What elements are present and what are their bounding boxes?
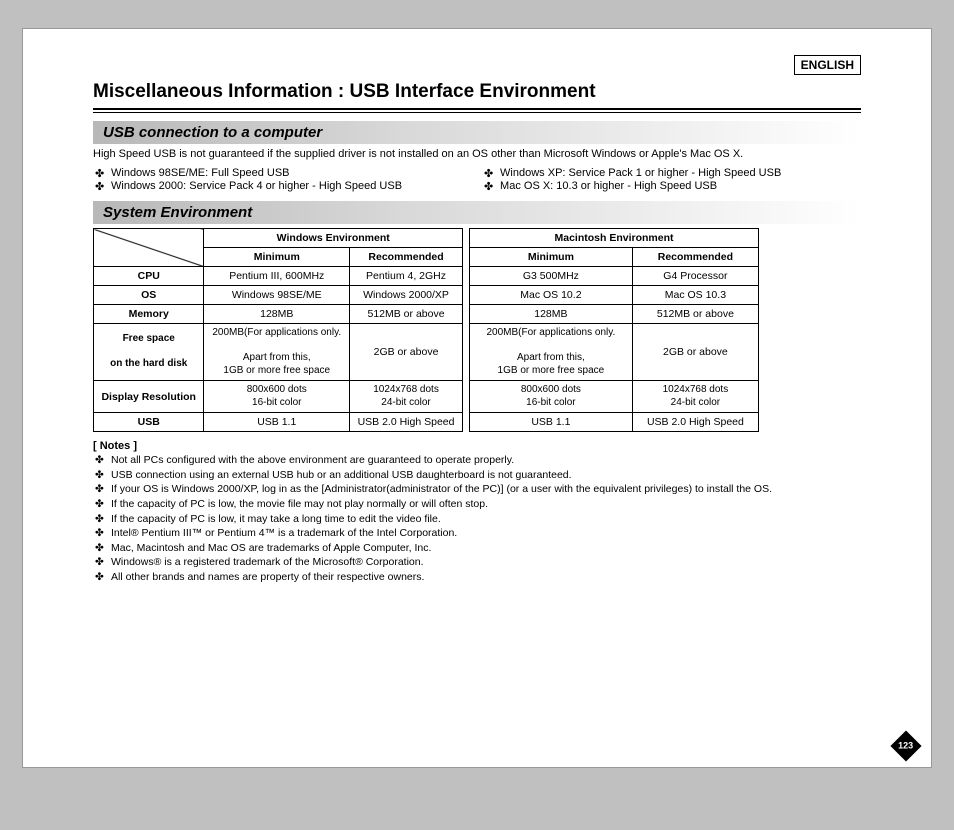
row-freespace: Free spaceon the hard disk xyxy=(94,324,204,381)
intro-text: High Speed USB is not guaranteed if the … xyxy=(93,148,861,160)
mac-env-header: Macintosh Environment xyxy=(470,229,759,248)
windows-env-table: Windows Environment Minimum Recommended … xyxy=(93,228,463,432)
cell: USB 1.1 xyxy=(204,413,350,432)
document-title: Miscellaneous Information : USB Interfac… xyxy=(93,81,861,105)
os-support-left: Windows 98SE/ME: Full Speed USB Windows … xyxy=(93,166,402,193)
notes-heading: [ Notes ] xyxy=(93,440,861,452)
page-number: 123 xyxy=(898,741,913,751)
win-env-header: Windows Environment xyxy=(204,229,463,248)
title-underline xyxy=(93,108,861,113)
cell: 2GB or above xyxy=(350,324,463,381)
note-item: If the capacity of PC is low, it may tak… xyxy=(111,513,861,527)
section-usb-connection-title: USB connection to a computer xyxy=(93,121,861,144)
page-number-badge: 123 xyxy=(890,730,921,761)
note-item: Mac, Macintosh and Mac OS are trademarks… xyxy=(111,542,861,556)
cell: Mac OS 10.3 xyxy=(632,286,758,305)
cell: 1024x768 dots24-bit color xyxy=(632,381,758,413)
cell: Pentium III, 600MHz xyxy=(204,267,350,286)
row-os: OS xyxy=(94,286,204,305)
note-item: Intel® Pentium III™ or Pentium 4™ is a t… xyxy=(111,527,861,541)
cell: 512MB or above xyxy=(632,305,758,324)
cell: USB 2.0 High Speed xyxy=(350,413,463,432)
col-minimum: Minimum xyxy=(204,248,350,267)
row-usb: USB xyxy=(94,413,204,432)
col-recommended: Recommended xyxy=(632,248,758,267)
env-tables: Windows Environment Minimum Recommended … xyxy=(93,228,861,432)
cell: G3 500MHz xyxy=(470,267,633,286)
blank-diag-cell xyxy=(94,229,204,267)
note-item: Not all PCs configured with the above en… xyxy=(111,454,861,468)
col-minimum: Minimum xyxy=(470,248,633,267)
header-row: ENGLISH xyxy=(93,55,861,75)
cell: Windows 98SE/ME xyxy=(204,286,350,305)
cell: 800x600 dots16-bit color xyxy=(470,381,633,413)
row-cpu: CPU xyxy=(94,267,204,286)
os-support-right: Windows XP: Service Pack 1 or higher - H… xyxy=(482,166,781,193)
cell: 2GB or above xyxy=(632,324,758,381)
row-display: Display Resolution xyxy=(94,381,204,413)
page-sheet: ENGLISH Miscellaneous Information : USB … xyxy=(22,28,932,768)
cell: Windows 2000/XP xyxy=(350,286,463,305)
note-item: If your OS is Windows 2000/XP, log in as… xyxy=(111,483,861,497)
note-item: All other brands and names are property … xyxy=(111,571,861,585)
language-badge: ENGLISH xyxy=(794,55,861,75)
note-item: Windows® is a registered trademark of th… xyxy=(111,556,861,570)
section-system-env-title: System Environment xyxy=(93,201,861,224)
row-memory: Memory xyxy=(94,305,204,324)
cell: G4 Processor xyxy=(632,267,758,286)
cell: 128MB xyxy=(470,305,633,324)
cell: 1024x768 dots24-bit color xyxy=(350,381,463,413)
note-item: USB connection using an external USB hub… xyxy=(111,469,861,483)
cell: 200MB(For applications only. Apart from … xyxy=(470,324,633,381)
os-support-columns: Windows 98SE/ME: Full Speed USB Windows … xyxy=(93,164,861,201)
cell: USB 1.1 xyxy=(470,413,633,432)
cell: Pentium 4, 2GHz xyxy=(350,267,463,286)
cell: 512MB or above xyxy=(350,305,463,324)
os-item: Mac OS X: 10.3 or higher - High Speed US… xyxy=(500,180,781,192)
cell: Mac OS 10.2 xyxy=(470,286,633,305)
cell: 128MB xyxy=(204,305,350,324)
note-item: If the capacity of PC is low, the movie … xyxy=(111,498,861,512)
notes-list: Not all PCs configured with the above en… xyxy=(93,454,861,585)
os-item: Windows 2000: Service Pack 4 or higher -… xyxy=(111,180,402,192)
os-item: Windows XP: Service Pack 1 or higher - H… xyxy=(500,167,781,179)
col-recommended: Recommended xyxy=(350,248,463,267)
cell: 200MB(For applications only. Apart from … xyxy=(204,324,350,381)
mac-env-table: Macintosh Environment Minimum Recommende… xyxy=(469,228,759,432)
cell: USB 2.0 High Speed xyxy=(632,413,758,432)
cell: 800x600 dots16-bit color xyxy=(204,381,350,413)
os-item: Windows 98SE/ME: Full Speed USB xyxy=(111,167,402,179)
